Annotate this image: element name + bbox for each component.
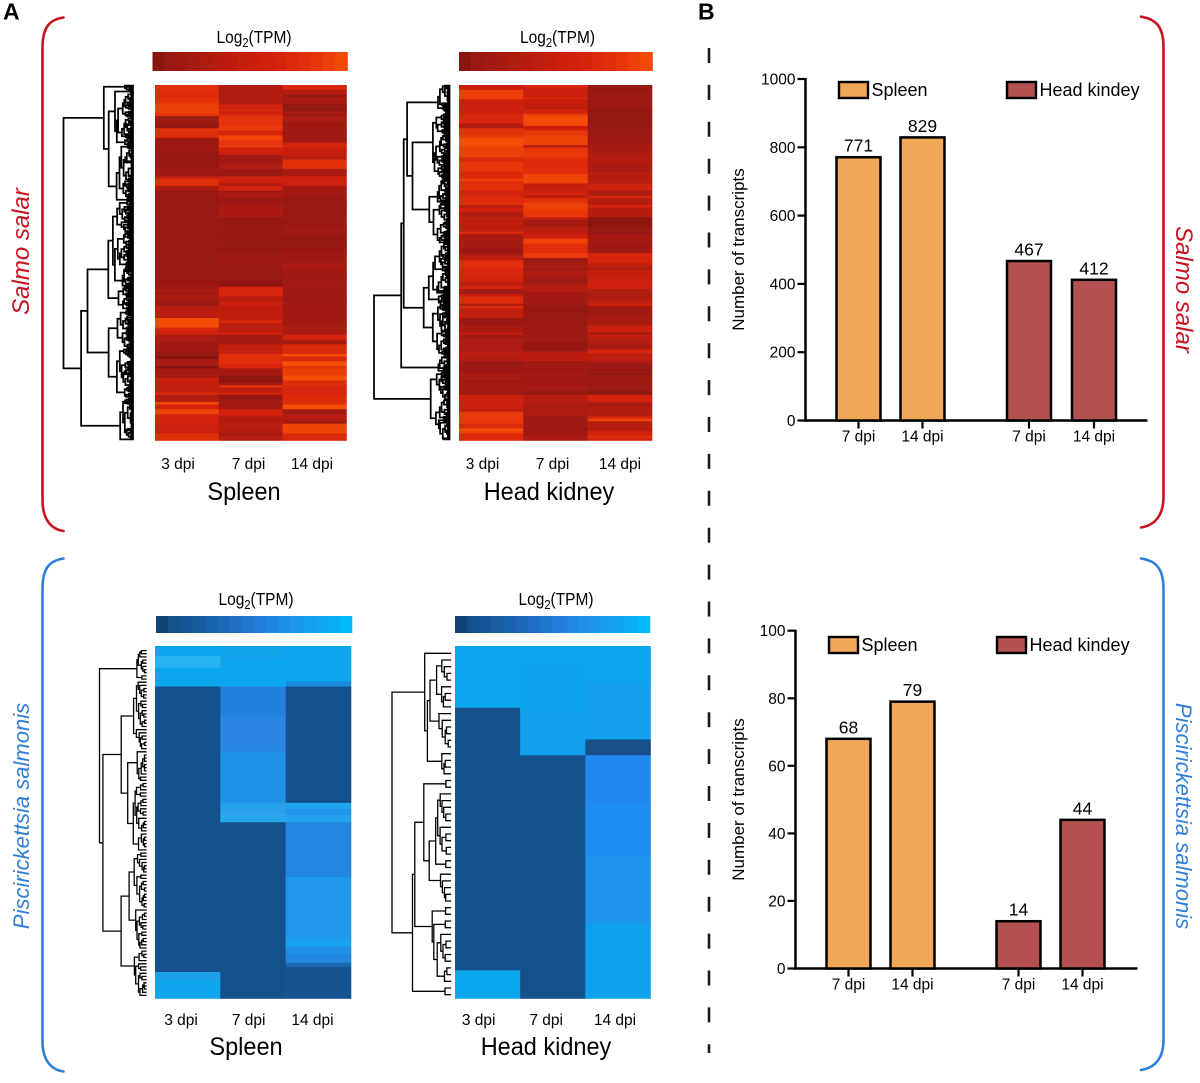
svg-text:Spleen: Spleen xyxy=(862,635,918,655)
svg-text:600: 600 xyxy=(770,208,796,225)
svg-text:Spleen: Spleen xyxy=(207,478,280,506)
svg-text:40: 40 xyxy=(768,826,786,843)
svg-text:100: 100 xyxy=(760,623,786,640)
svg-text:200: 200 xyxy=(770,345,796,362)
svg-text:Log2(TPM): Log2(TPM) xyxy=(219,589,294,612)
svg-text:7 dpi: 7 dpi xyxy=(536,456,570,473)
svg-text:14 dpi: 14 dpi xyxy=(594,1012,636,1029)
svg-text:7 dpi: 7 dpi xyxy=(232,456,266,473)
svg-text:3 dpi: 3 dpi xyxy=(161,456,195,473)
svg-text:7 dpi: 7 dpi xyxy=(529,1012,563,1029)
svg-text:Head kidney: Head kidney xyxy=(481,1033,612,1061)
svg-text:14 dpi: 14 dpi xyxy=(1061,977,1103,994)
svg-text:3 dpi: 3 dpi xyxy=(462,1012,496,1029)
svg-text:400: 400 xyxy=(770,276,796,293)
svg-text:Head kindey: Head kindey xyxy=(1030,635,1130,655)
svg-text:20: 20 xyxy=(768,893,786,910)
svg-text:60: 60 xyxy=(768,758,786,775)
svg-text:14 dpi: 14 dpi xyxy=(1073,429,1115,446)
svg-text:3 dpi: 3 dpi xyxy=(466,456,500,473)
svg-text:3 dpi: 3 dpi xyxy=(164,1012,198,1029)
svg-text:412: 412 xyxy=(1079,258,1108,278)
svg-text:44: 44 xyxy=(1073,798,1093,818)
svg-text:Spleen: Spleen xyxy=(209,1033,282,1061)
svg-text:79: 79 xyxy=(903,680,922,700)
svg-text:B: B xyxy=(698,0,715,25)
svg-text:A: A xyxy=(3,0,20,25)
svg-text:0: 0 xyxy=(777,961,786,978)
svg-text:7 dpi: 7 dpi xyxy=(842,429,876,446)
svg-text:Log2(TPM): Log2(TPM) xyxy=(520,27,595,50)
svg-text:7 dpi: 7 dpi xyxy=(1012,429,1046,446)
svg-text:80: 80 xyxy=(768,691,786,708)
svg-text:Head kindey: Head kindey xyxy=(1040,80,1140,100)
svg-text:800: 800 xyxy=(770,140,796,157)
svg-text:14 dpi: 14 dpi xyxy=(291,1012,333,1029)
svg-text:Piscirickettsia salmonis: Piscirickettsia salmonis xyxy=(9,703,34,929)
svg-text:Number of transcripts: Number of transcripts xyxy=(729,718,748,881)
svg-text:Log2(TPM): Log2(TPM) xyxy=(519,589,594,612)
svg-text:Log2(TPM): Log2(TPM) xyxy=(217,27,292,50)
svg-text:Head kidney: Head kidney xyxy=(484,478,615,506)
svg-text:68: 68 xyxy=(839,717,858,737)
svg-text:7 dpi: 7 dpi xyxy=(832,977,866,994)
svg-text:Spleen: Spleen xyxy=(872,80,928,100)
svg-text:1000: 1000 xyxy=(761,72,796,89)
svg-text:771: 771 xyxy=(844,136,873,156)
svg-text:14 dpi: 14 dpi xyxy=(599,456,641,473)
svg-text:14: 14 xyxy=(1009,900,1029,920)
svg-text:7 dpi: 7 dpi xyxy=(1002,977,1036,994)
svg-text:Salmo salar: Salmo salar xyxy=(1170,226,1197,354)
svg-text:0: 0 xyxy=(787,413,796,430)
svg-text:Number of transcripts: Number of transcripts xyxy=(729,168,748,331)
svg-text:7 dpi: 7 dpi xyxy=(232,1012,266,1029)
svg-text:14 dpi: 14 dpi xyxy=(891,977,933,994)
svg-text:14 dpi: 14 dpi xyxy=(901,429,943,446)
svg-text:Salmo salar: Salmo salar xyxy=(8,187,35,315)
svg-text:829: 829 xyxy=(908,116,937,136)
svg-text:14 dpi: 14 dpi xyxy=(291,456,333,473)
svg-text:Piscirickettsia salmonis: Piscirickettsia salmonis xyxy=(1171,703,1196,929)
svg-text:467: 467 xyxy=(1014,240,1043,260)
